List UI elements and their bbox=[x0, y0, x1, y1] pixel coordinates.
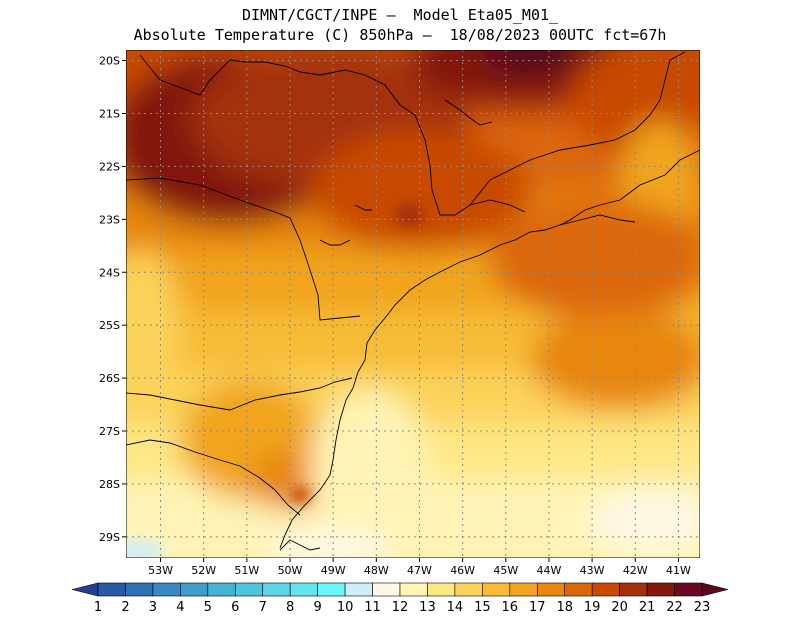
lat-label: 26S bbox=[99, 372, 120, 385]
colorbar-segment bbox=[125, 582, 154, 597]
lat-label: 23S bbox=[99, 213, 120, 226]
lon-label: 50W bbox=[278, 564, 303, 577]
colorbar-label: 8 bbox=[286, 600, 294, 615]
colorbar-segment bbox=[399, 582, 428, 597]
lat-label: 27S bbox=[99, 425, 120, 438]
colorbar-label: 20 bbox=[611, 600, 628, 615]
lon-label: 48W bbox=[364, 564, 389, 577]
colorbar-label: 21 bbox=[639, 600, 656, 615]
colorbar-label: 18 bbox=[556, 600, 573, 615]
lat-label: 24S bbox=[99, 266, 120, 279]
lat-label: 29S bbox=[99, 531, 120, 544]
colorbar-segment bbox=[509, 582, 538, 597]
lat-label: 28S bbox=[99, 478, 120, 491]
colorbar-segment bbox=[536, 582, 566, 597]
colorbar-segment bbox=[619, 582, 648, 597]
colorbar-segment bbox=[344, 582, 373, 597]
coastline-and-borders bbox=[126, 51, 700, 551]
colorbar-segment bbox=[427, 582, 456, 597]
colorbar-label: 9 bbox=[313, 600, 321, 615]
colorbar-max-arrow bbox=[701, 582, 729, 597]
lon-label: 46W bbox=[450, 564, 475, 577]
colorbar-segment bbox=[646, 582, 675, 597]
lon-label: 49W bbox=[321, 564, 346, 577]
colorbar-label: 19 bbox=[584, 600, 601, 615]
colorbar-segment bbox=[97, 582, 126, 597]
colorbar-label: 22 bbox=[666, 600, 683, 615]
colorbar-min-arrow bbox=[71, 582, 99, 597]
lon-label: 45W bbox=[493, 564, 518, 577]
latitude-labels: 20S 21S 22S 23S 24S 25S 26S 27S 28S 29S bbox=[99, 55, 126, 544]
colorbar-segment bbox=[262, 582, 291, 597]
colorbar-segment bbox=[289, 582, 318, 597]
colorbar-segment bbox=[317, 582, 346, 597]
colorbar-label: 5 bbox=[204, 600, 212, 615]
colorbar-label: 10 bbox=[337, 600, 354, 615]
lon-label: 51W bbox=[234, 564, 259, 577]
colorbar-segment bbox=[180, 582, 209, 597]
colorbar-segment bbox=[152, 582, 181, 597]
colorbar-segment bbox=[564, 582, 593, 597]
lat-label: 20S bbox=[99, 55, 120, 68]
lon-label: 47W bbox=[407, 564, 432, 577]
colorbar-label: 17 bbox=[529, 600, 546, 615]
colorbar-label: 15 bbox=[474, 600, 491, 615]
colorbar-segment bbox=[207, 582, 236, 597]
colorbar-segment bbox=[482, 582, 511, 597]
colorbar-label: 13 bbox=[419, 600, 436, 615]
colorbar-segment bbox=[372, 582, 401, 597]
colorbar-segment bbox=[454, 582, 483, 597]
colorbar-label: 23 bbox=[694, 600, 711, 615]
colorbar-label: 3 bbox=[149, 600, 157, 615]
colorbar-segment bbox=[234, 582, 264, 597]
map-plot-area bbox=[126, 50, 700, 558]
colorbar-segment bbox=[591, 582, 620, 597]
lon-label: 43W bbox=[580, 564, 605, 577]
colorbar-label: 16 bbox=[502, 600, 519, 615]
map-gridlines bbox=[126, 50, 700, 558]
colorbar-label: 4 bbox=[176, 600, 184, 615]
lon-label: 41W bbox=[666, 564, 691, 577]
map-title-line-1: DIMNT/CGCT/INPE – Model Eta05_M01_ bbox=[241, 6, 559, 24]
temperature-field-details bbox=[126, 203, 424, 558]
longitude-labels: 53W 52W 51W 50W 49W 48W 47W 46W 45W 44W 43W 42W 41W bbox=[148, 558, 691, 577]
colorbar-label: 7 bbox=[259, 600, 267, 615]
lat-label: 21S bbox=[99, 108, 120, 121]
colorbar-label: 1 bbox=[94, 600, 102, 615]
colorbar-label: 12 bbox=[392, 600, 409, 615]
colorbar-label: 11 bbox=[364, 600, 381, 615]
map-title-line-2: Absolute Temperature (C) 850hPa – 18/08/… bbox=[133, 26, 667, 44]
colorbar-segment bbox=[674, 582, 703, 597]
lon-label: 52W bbox=[191, 564, 216, 577]
colorbar-label: 6 bbox=[231, 600, 239, 615]
colorbar-label: 14 bbox=[447, 600, 464, 615]
lon-label: 44W bbox=[537, 564, 562, 577]
lon-label: 42W bbox=[623, 564, 648, 577]
lon-label: 53W bbox=[148, 564, 173, 577]
colorbar: 1 2 3 4 5 6 7 8 9 10 11 12 13 14 15 16 17 18 19 20 21 22 23 bbox=[71, 582, 729, 615]
lat-label: 22S bbox=[99, 160, 120, 173]
colorbar-label: 2 bbox=[121, 600, 129, 615]
lat-label: 25S bbox=[99, 319, 120, 332]
temperature-field-shading bbox=[126, 50, 700, 558]
